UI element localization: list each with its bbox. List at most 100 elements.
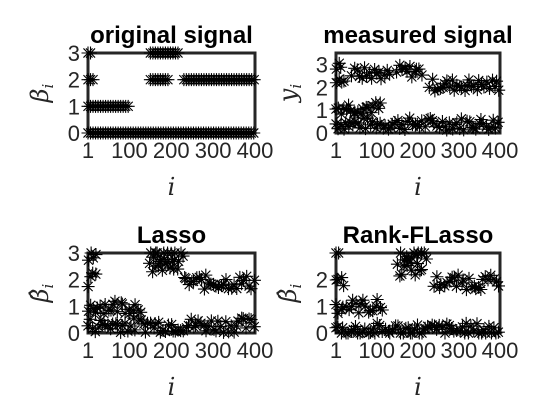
- data-point: [137, 317, 151, 331]
- data-point: [366, 304, 380, 318]
- data-point: [430, 322, 444, 336]
- data-point: [174, 246, 188, 260]
- data-point: [361, 111, 375, 125]
- data-point: [410, 318, 424, 332]
- x-tick-label: 400: [237, 138, 274, 163]
- data-point: [373, 116, 387, 130]
- data-point: [351, 116, 365, 130]
- chart-title: measured signal: [323, 22, 512, 49]
- y-tick-label: 2: [68, 68, 80, 93]
- x-tick-label: 400: [482, 138, 519, 163]
- data-point: [466, 121, 480, 135]
- data-point: [393, 121, 407, 135]
- data-point: [408, 322, 422, 336]
- data-point: [401, 115, 415, 129]
- data-point: [179, 272, 193, 286]
- data-point: [408, 65, 422, 79]
- data-point: [421, 112, 435, 126]
- data-point: [480, 75, 494, 89]
- chart-title: original signal: [90, 22, 253, 49]
- data-point: [477, 323, 491, 337]
- y-tick-label: 0: [316, 321, 328, 346]
- data-point: [366, 115, 380, 129]
- data-point: [472, 74, 486, 88]
- data-point: [451, 268, 465, 282]
- data-point: [118, 316, 132, 330]
- data-point: [395, 117, 409, 131]
- data-point: [158, 252, 172, 266]
- x-tick-label: 100: [111, 138, 148, 163]
- data-point: [242, 312, 256, 326]
- data-point: [244, 282, 258, 296]
- data-point: [359, 122, 373, 136]
- data-point: [348, 61, 362, 75]
- data-point: [369, 299, 383, 313]
- data-point: [492, 83, 506, 97]
- data-point: [443, 274, 457, 288]
- data-point: [104, 322, 118, 336]
- data-point: [398, 253, 412, 267]
- x-tick-label: 100: [358, 138, 395, 163]
- data-point: [165, 318, 179, 332]
- data-point: [370, 118, 384, 132]
- data-point: [474, 113, 488, 127]
- data-point: [122, 302, 136, 316]
- data-point: [247, 320, 261, 334]
- x-tick-label: 300: [441, 138, 478, 163]
- y-axis-label: β̂i: [26, 283, 57, 303]
- data-point: [438, 77, 452, 91]
- data-point: [128, 323, 142, 337]
- data-point: [373, 96, 387, 110]
- data-point: [89, 267, 103, 281]
- data-point: [331, 272, 345, 286]
- data-point: [399, 321, 413, 335]
- data-point: [454, 112, 468, 126]
- data-point: [348, 115, 362, 129]
- data-point: [197, 319, 211, 333]
- data-point: [89, 248, 103, 262]
- y-tick-label: 1: [316, 294, 328, 319]
- data-point: [93, 299, 107, 313]
- data-point: [329, 62, 343, 76]
- data-point: [332, 246, 346, 260]
- data-point: [345, 300, 359, 314]
- y-axis-label: yi: [274, 84, 305, 104]
- data-point: [411, 257, 425, 271]
- data-point: [121, 324, 135, 338]
- data-point: [344, 69, 358, 83]
- data-point: [114, 325, 128, 339]
- x-tick-label: 100: [111, 338, 148, 363]
- data-point: [456, 273, 470, 287]
- x-tick-label: 200: [153, 138, 190, 163]
- data-point: [336, 321, 350, 335]
- data-point: [161, 73, 175, 87]
- x-axis-label: i: [414, 173, 422, 201]
- data-point: [353, 69, 367, 83]
- data-point: [104, 303, 118, 317]
- y-tick-label: 0: [316, 121, 328, 146]
- data-point: [390, 65, 404, 79]
- data-point: [348, 319, 362, 333]
- data-point: [88, 305, 102, 319]
- data-point: [405, 251, 419, 265]
- data-point: [363, 325, 377, 339]
- data-point: [364, 118, 378, 132]
- x-axis-label: i: [414, 373, 422, 401]
- data-point: [412, 62, 426, 76]
- data-point: [88, 325, 102, 339]
- data-point: [372, 101, 386, 115]
- data-point: [329, 273, 343, 287]
- x-tick-label: 1: [82, 138, 94, 163]
- data-point: [158, 325, 172, 339]
- data-point: [340, 103, 354, 117]
- data-point: [341, 326, 355, 340]
- data-point: [370, 293, 384, 307]
- data-point: [337, 74, 351, 88]
- data-point: [469, 122, 483, 136]
- data-point: [337, 122, 351, 136]
- data-point: [427, 279, 441, 293]
- data-point: [467, 324, 481, 338]
- data-point: [219, 273, 233, 287]
- data-point: [150, 246, 164, 260]
